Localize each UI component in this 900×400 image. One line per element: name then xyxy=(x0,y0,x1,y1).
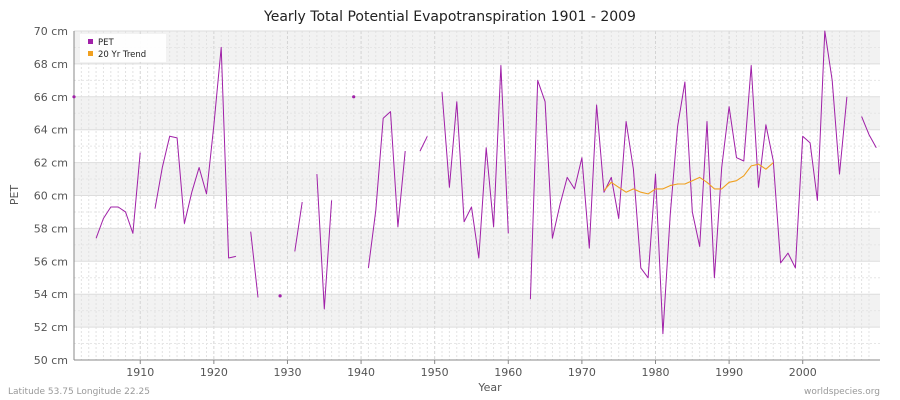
x-axis-label: Year xyxy=(477,381,502,394)
y-tick-label: 56 cm xyxy=(34,255,68,268)
data-point xyxy=(352,95,356,99)
y-tick-label: 54 cm xyxy=(34,288,68,301)
data-point xyxy=(72,95,76,99)
axes: 50 cm 52 cm 54 cm 56 cm 58 cm 60 cm 62 cm 64 cm… xyxy=(34,25,880,379)
plot-band xyxy=(74,195,880,229)
series-trend xyxy=(603,162,774,195)
y-tick-label: 58 cm xyxy=(34,222,68,235)
x-tick-label: 1950 xyxy=(421,366,449,379)
series-line-segment xyxy=(861,116,877,149)
legend-label-pet: PET xyxy=(98,38,114,48)
series-line-segment xyxy=(95,152,141,239)
y-tick-label: 66 cm xyxy=(34,91,68,104)
plot-band xyxy=(74,261,880,295)
plot-band xyxy=(74,31,880,64)
y-axis-label: PET xyxy=(8,185,21,206)
series-line-segment xyxy=(603,162,774,195)
chart-title: Yearly Total Potential Evapotranspiratio… xyxy=(263,9,636,25)
y-tick-label: 52 cm xyxy=(34,321,68,334)
y-tick-label: 50 cm xyxy=(34,354,68,367)
series-line-segment xyxy=(367,111,406,268)
series-line-segment xyxy=(529,30,848,335)
x-tick-label: 1940 xyxy=(347,366,375,379)
series-line-segment xyxy=(316,174,333,310)
legend-swatch-pet xyxy=(88,39,93,44)
x-tick-label: 1910 xyxy=(126,366,154,379)
x-tick-label: 2000 xyxy=(789,366,817,379)
x-tick-label: 1960 xyxy=(494,366,522,379)
legend: PET 20 Yr Trend xyxy=(80,34,166,62)
series-line-segment xyxy=(294,202,303,252)
y-tick-label: 62 cm xyxy=(34,157,68,170)
data-point xyxy=(278,294,282,298)
y-tick-label: 60 cm xyxy=(34,190,68,203)
grid-lines xyxy=(74,30,880,361)
x-tick-label: 1930 xyxy=(273,366,301,379)
series-line-segment xyxy=(250,231,259,298)
footer-location: Latitude 53.75 Longitude 22.25 xyxy=(8,387,150,397)
plot-band xyxy=(74,63,880,97)
plot-band xyxy=(74,327,880,360)
series-line-segment xyxy=(419,136,428,152)
x-tick-label: 1990 xyxy=(715,366,743,379)
plot-band xyxy=(74,96,880,130)
y-tick-label: 64 cm xyxy=(34,124,68,137)
x-tick-label: 1980 xyxy=(641,366,669,379)
y-tick-label: 68 cm xyxy=(34,58,68,71)
series-line-segment xyxy=(154,46,237,259)
x-tick-label: 1970 xyxy=(568,366,596,379)
legend-box xyxy=(80,34,166,62)
x-tick-label: 1920 xyxy=(200,366,228,379)
plot-band xyxy=(74,294,880,328)
legend-swatch-trend xyxy=(88,51,93,56)
y-tick-label: 70 cm xyxy=(34,25,68,38)
series-layer xyxy=(72,30,877,335)
legend-label-trend: 20 Yr Trend xyxy=(98,50,146,60)
series-line-segment xyxy=(441,65,509,259)
series-pet xyxy=(72,30,877,335)
footer-source: worldspecies.org xyxy=(804,387,880,397)
